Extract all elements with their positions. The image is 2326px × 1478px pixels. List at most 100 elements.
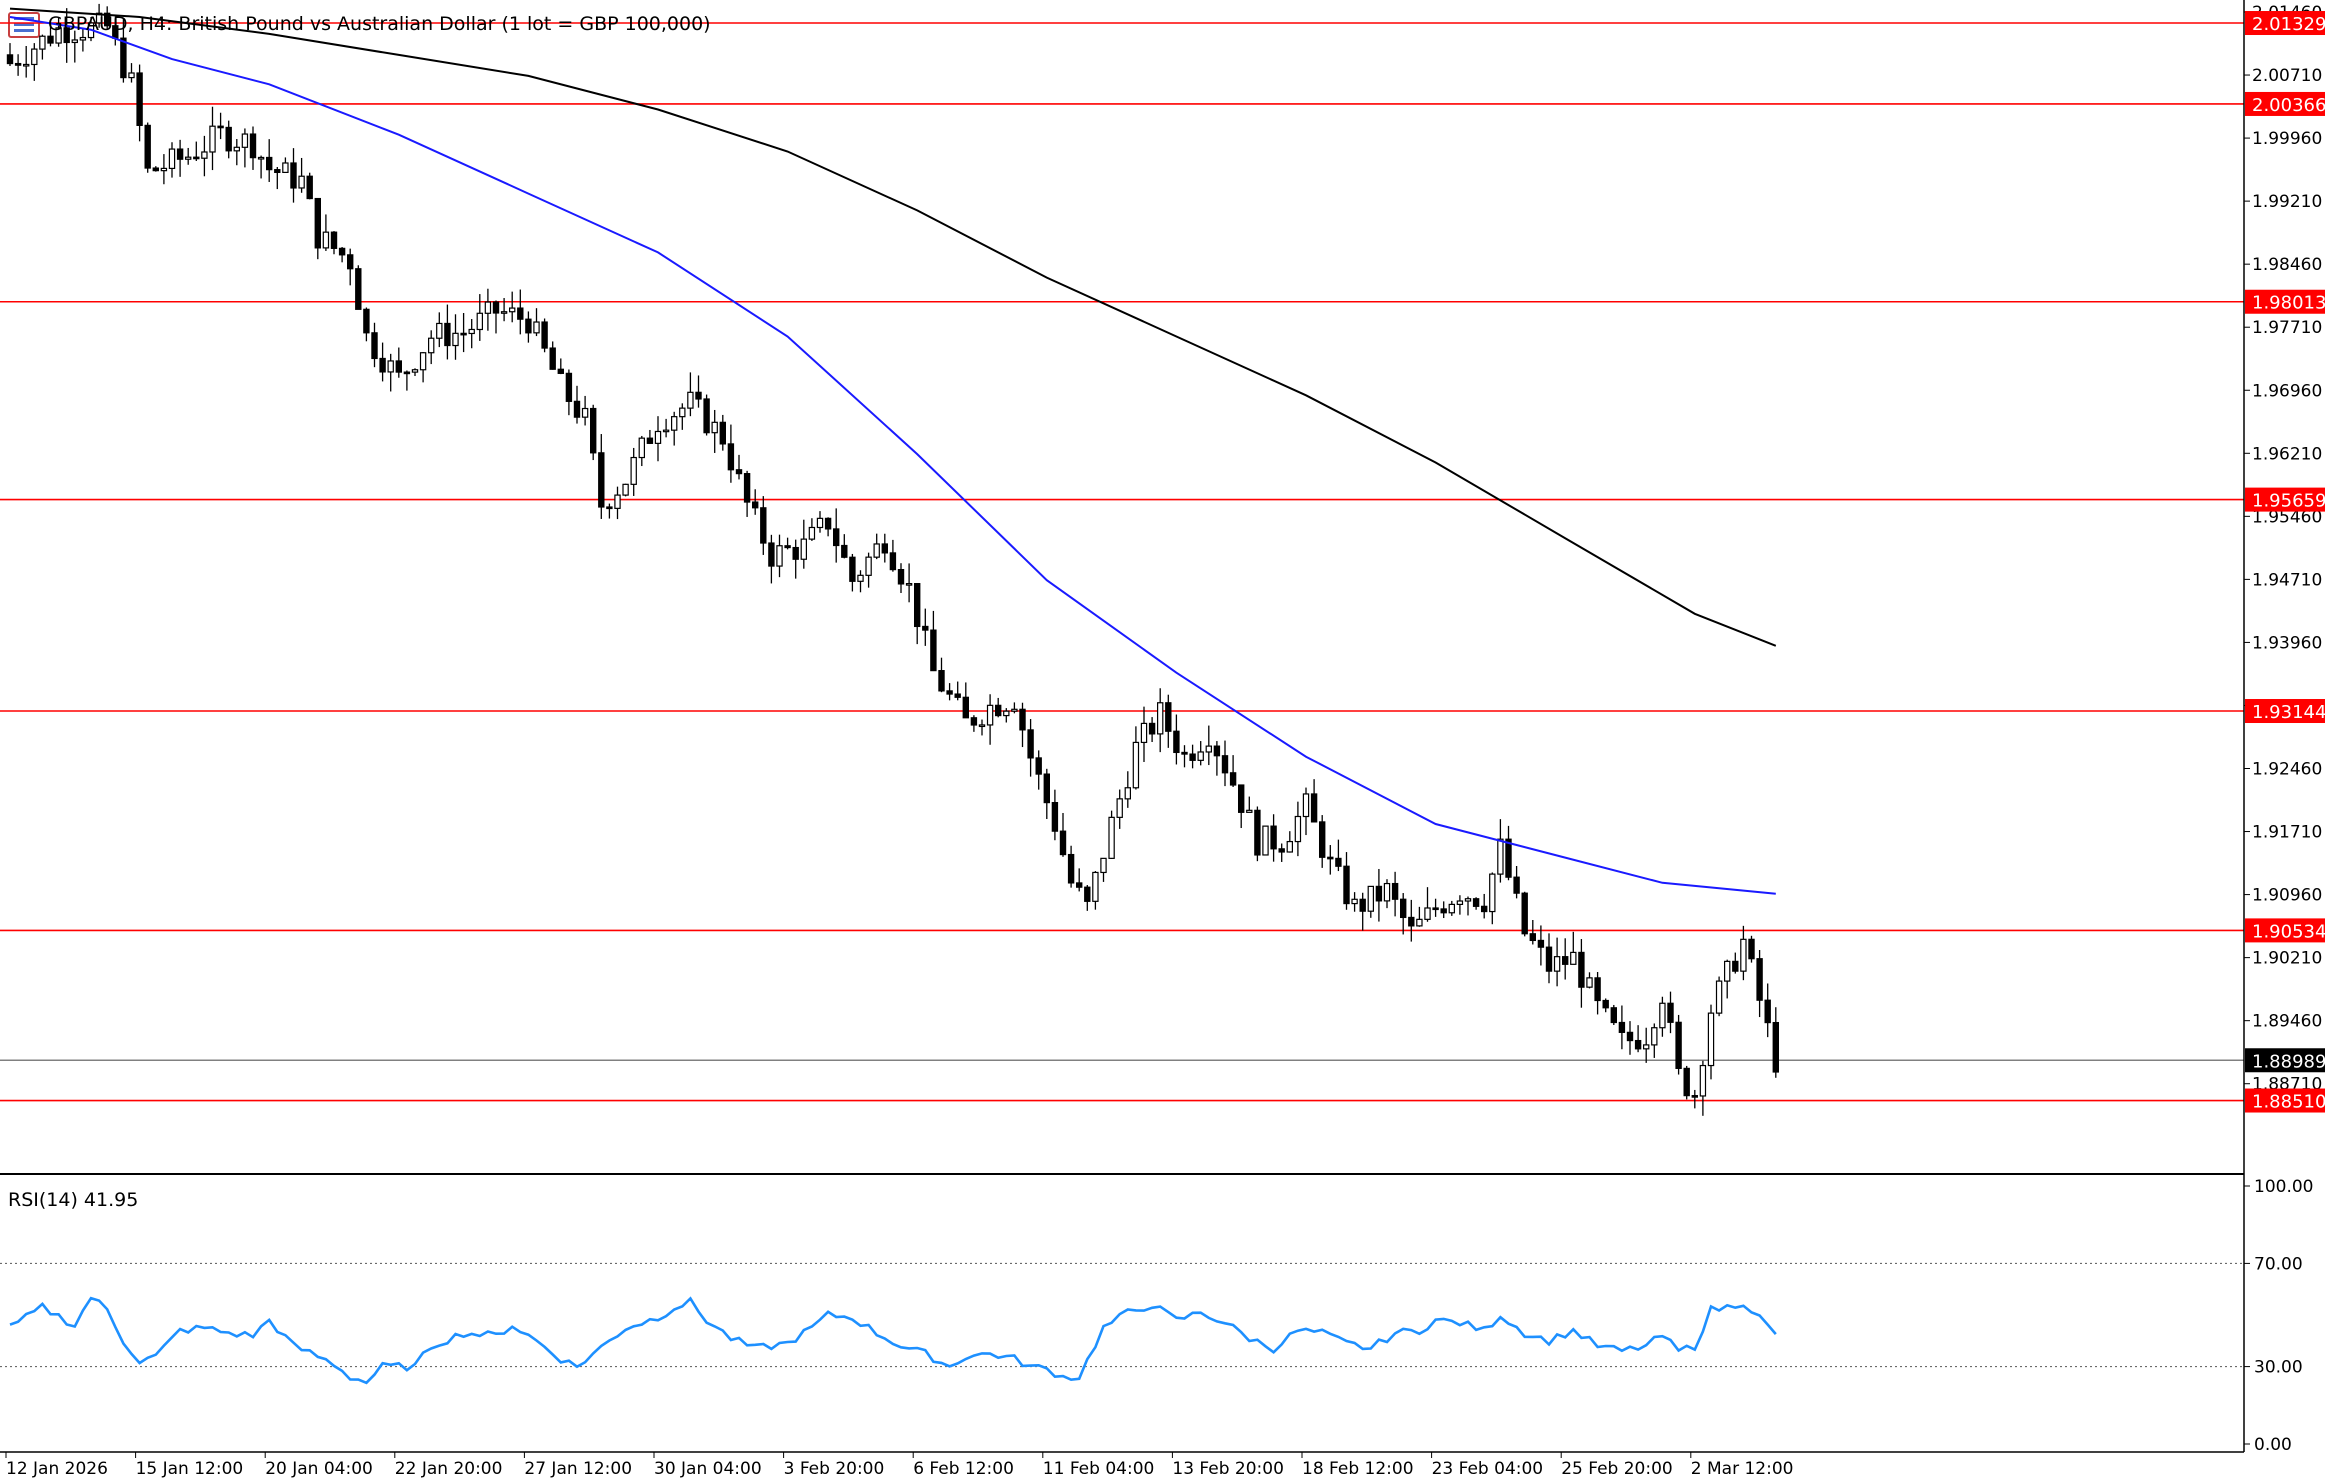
candle <box>63 8 70 63</box>
candle <box>209 106 216 171</box>
candle <box>727 424 735 483</box>
candle-body <box>1351 898 1358 905</box>
candle-body <box>1545 946 1553 972</box>
candle-body <box>654 430 662 444</box>
candle <box>654 416 662 462</box>
candle <box>1513 866 1520 899</box>
candle-body <box>209 125 216 153</box>
candle <box>403 370 411 391</box>
candle <box>541 318 548 353</box>
candle-body <box>1092 871 1099 902</box>
candle-body <box>1173 730 1180 754</box>
candle <box>1464 896 1472 916</box>
candle <box>1140 706 1148 762</box>
candle <box>1375 868 1383 922</box>
candle-body <box>314 197 322 249</box>
candle <box>1075 868 1083 892</box>
candle-body <box>549 347 556 370</box>
candle <box>136 64 143 142</box>
candle <box>1529 919 1536 945</box>
level-badge-text: 1.88510 <box>2252 1092 2326 1113</box>
candle <box>711 409 718 453</box>
time-tick-label: 25 Feb 20:00 <box>1561 1459 1673 1478</box>
price-tick-label: 1.95460 <box>2252 507 2322 527</box>
candle <box>679 403 686 430</box>
candle-body <box>1205 745 1212 753</box>
level-badge-text: 1.90534 <box>2252 921 2326 942</box>
candle <box>962 682 970 719</box>
candle <box>922 608 929 646</box>
candle-body <box>1327 856 1334 860</box>
candle-body <box>1367 885 1374 912</box>
candle <box>39 34 46 60</box>
candle-body <box>1132 741 1140 789</box>
candle <box>1383 879 1391 909</box>
candle <box>241 128 249 168</box>
candle-body <box>298 175 305 189</box>
candle-body <box>922 625 929 631</box>
candle <box>1408 899 1415 942</box>
candle-body <box>95 12 103 24</box>
price-tick-label: 1.90960 <box>2252 886 2322 906</box>
candle <box>1067 845 1075 888</box>
candle <box>355 265 362 310</box>
ma-slow-line <box>9 7 1777 647</box>
candle <box>517 289 524 335</box>
candle-body <box>476 312 484 331</box>
candle-body <box>225 126 232 152</box>
candle-body <box>1642 1044 1650 1050</box>
price-tick-label: 1.99210 <box>2252 192 2322 212</box>
candle <box>1642 1027 1650 1063</box>
candle <box>1205 725 1212 766</box>
rsi-line <box>9 1296 1777 1385</box>
candle <box>1748 935 1755 963</box>
candle-body <box>857 574 864 582</box>
candle-body <box>1148 722 1156 735</box>
candle-body <box>428 337 435 354</box>
candle <box>1197 741 1204 766</box>
candle <box>1553 937 1561 987</box>
level-badge-text: 1.95659 <box>2252 491 2326 512</box>
candle <box>1391 871 1399 917</box>
candle-body <box>614 494 621 509</box>
candle <box>1189 744 1196 769</box>
candle <box>1448 900 1455 916</box>
candle <box>1675 1014 1682 1075</box>
price-tick-label: 1.96960 <box>2252 381 2322 401</box>
candle <box>857 570 864 593</box>
candle-body <box>233 146 240 152</box>
candle-body <box>832 528 840 547</box>
candle-body <box>1108 816 1115 859</box>
candle <box>128 63 135 83</box>
candle-body <box>1051 801 1059 832</box>
time-tick-label: 15 Jan 12:00 <box>136 1459 244 1478</box>
candle <box>581 395 589 426</box>
time-tick-label: 13 Feb 20:00 <box>1172 1459 1284 1478</box>
candle-body <box>913 583 921 628</box>
candle <box>1578 939 1585 1008</box>
candle <box>905 563 913 603</box>
candle <box>185 147 192 165</box>
candle <box>509 291 516 323</box>
candle-body <box>954 693 961 698</box>
candle-body <box>816 517 824 529</box>
candle <box>144 122 151 173</box>
candle-body <box>55 27 62 44</box>
candle-body <box>1683 1067 1690 1097</box>
candle-body <box>1772 1021 1779 1073</box>
candle-body <box>938 670 945 692</box>
candle <box>1294 801 1302 857</box>
candle <box>428 330 435 365</box>
candle-body <box>711 421 718 434</box>
candle <box>168 142 176 178</box>
candle-body <box>1229 772 1237 786</box>
candle-body <box>1011 708 1018 712</box>
candle <box>1165 694 1172 748</box>
candle-body <box>760 507 767 544</box>
candle-body <box>1472 898 1480 907</box>
candle-body <box>79 36 87 41</box>
candle <box>946 683 953 701</box>
candle <box>719 414 727 451</box>
candle <box>298 157 305 193</box>
